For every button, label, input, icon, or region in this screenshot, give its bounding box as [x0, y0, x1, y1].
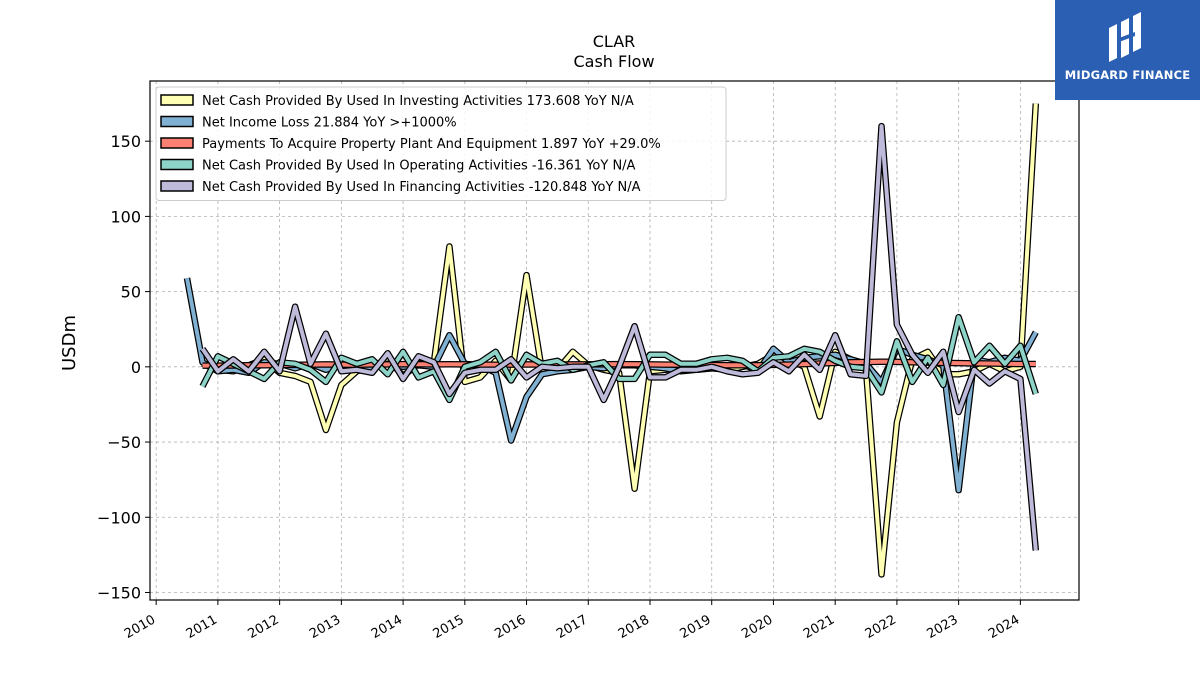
- x-tick-label: 2021: [801, 612, 837, 642]
- x-tick-label: 2024: [986, 612, 1022, 642]
- plot-frame: [149, 80, 1080, 601]
- x-tick-label: 2014: [369, 612, 405, 642]
- x-tick-label: 2018: [616, 612, 652, 642]
- legend-entry-label: Payments To Acquire Property Plant And E…: [202, 137, 661, 152]
- y-tick-label: 100: [110, 207, 141, 226]
- legend-box: [155, 86, 727, 201]
- brand-name: MIDGARD FINANCE: [1064, 68, 1191, 82]
- legend-swatch: [160, 137, 194, 149]
- y-tick-label: 150: [110, 132, 141, 151]
- y-axis-label: USDm: [59, 315, 80, 371]
- brand-logo: MIDGARD FINANCE: [1055, 0, 1200, 100]
- series-line-5: [199, 122, 1040, 551]
- y-tick-label: −50: [107, 433, 141, 452]
- y-tick-label: 50: [121, 283, 141, 302]
- legend: Net Cash Provided By Used In Investing A…: [155, 86, 727, 201]
- x-tick-label: 2022: [863, 612, 899, 642]
- x-tick-label: 2010: [122, 612, 158, 642]
- legend-entry-label: Net Cash Provided By Used In Operating A…: [202, 159, 636, 174]
- legend-entry-label: Net Cash Provided By Used In Financing A…: [202, 180, 641, 195]
- brand-mark-icon: [1109, 12, 1141, 62]
- legend-entry-label: Net Income Loss 21.884 YoY >+1000%: [202, 116, 457, 131]
- x-tick-label: 2019: [678, 612, 714, 642]
- legend-swatch: [160, 180, 194, 192]
- x-tick-label: 2020: [739, 612, 775, 642]
- legend-entry-label: Net Cash Provided By Used In Investing A…: [202, 94, 634, 109]
- legend-swatch: [160, 115, 194, 128]
- legend-swatch: [160, 158, 194, 171]
- series-line-4: [199, 313, 1039, 404]
- x-tick-label: 2015: [431, 612, 467, 642]
- x-tick-label: 2013: [307, 612, 343, 642]
- series-lines: [183, 103, 1040, 578]
- x-tick-label: 2023: [924, 612, 960, 642]
- chart-subtitle: Cash Flow: [573, 52, 654, 71]
- x-tick-label: 2012: [245, 612, 281, 642]
- x-tick-label: 2017: [554, 612, 590, 642]
- y-tick-label: −150: [97, 583, 141, 602]
- x-tick-label: 2016: [492, 612, 528, 642]
- series-stroke: [200, 124, 1038, 551]
- legend-swatch: [160, 94, 194, 106]
- y-tick-label: −100: [97, 508, 141, 527]
- y-tick-label: 0: [131, 358, 141, 377]
- x-tick-label: 2011: [184, 612, 220, 642]
- chart-title: CLAR: [593, 32, 636, 51]
- series-stroke: [200, 315, 1038, 402]
